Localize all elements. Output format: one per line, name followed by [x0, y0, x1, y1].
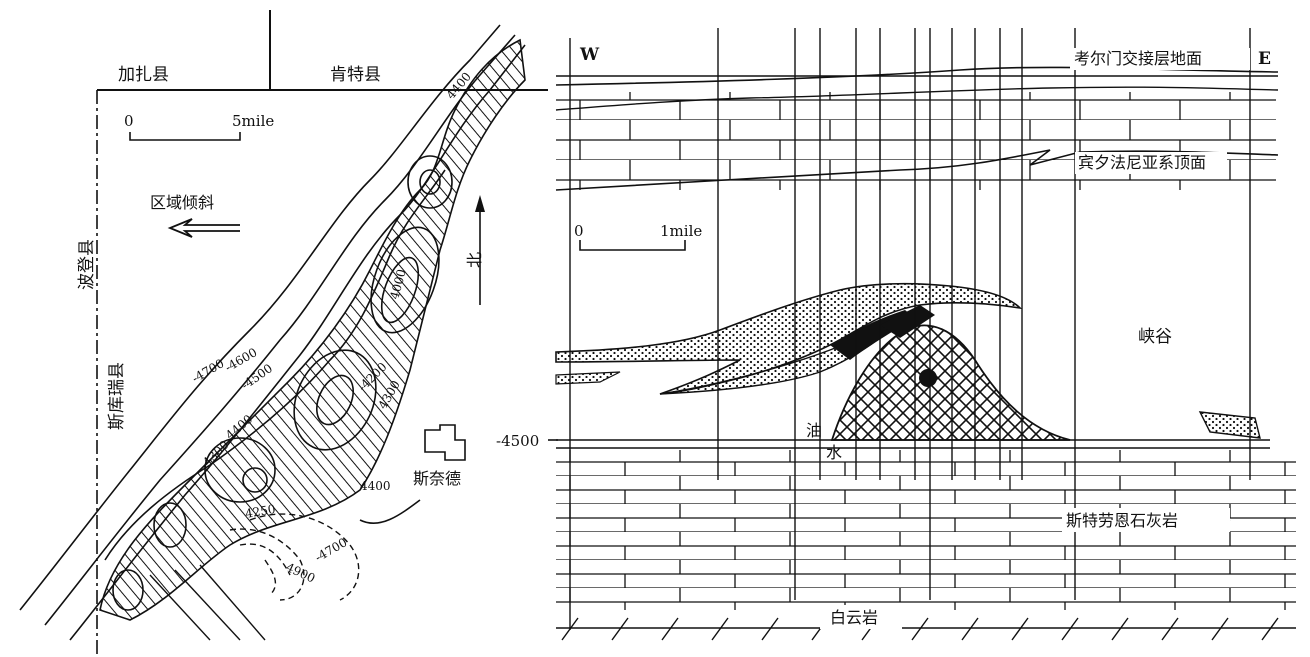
- strawn-label: 斯特劳恩石灰岩: [1066, 511, 1178, 530]
- closure-north-inner: [419, 169, 441, 195]
- contour-label: -4700: [190, 356, 227, 385]
- contour-label: -4700: [313, 535, 350, 564]
- oil-pod: [880, 305, 935, 338]
- closure-main-inner: [380, 256, 420, 324]
- closure-south-inner: [242, 467, 268, 493]
- closure-main: [370, 226, 440, 334]
- contour-inner: [104, 169, 446, 561]
- west-label: W: [579, 45, 600, 65]
- cross-section: W E 考尔门交接层地面 宾夕法尼亚系顶面 0 1mile 峡谷 -4500 油…: [496, 28, 1296, 641]
- closure-center: [293, 349, 377, 451]
- dolomite-label: 白云岩: [830, 608, 878, 627]
- contour-label: 4400: [360, 479, 391, 493]
- contour-label: 4900: [284, 560, 318, 586]
- hatched-structure: [99, 38, 526, 621]
- town-outline: [424, 424, 466, 461]
- closure-south: [204, 437, 276, 503]
- oil-label: 油: [806, 421, 822, 440]
- town-label: 斯奈德: [413, 469, 461, 488]
- depth-label: -4500: [496, 432, 539, 450]
- penn-top-surface: [555, 149, 1279, 191]
- well-lines: [569, 28, 1251, 630]
- contour-se: [359, 499, 421, 525]
- map-scale-max: 5mile: [232, 112, 274, 130]
- county-label-jiaza: 加扎县: [118, 65, 169, 85]
- reef-buildup: [830, 324, 1071, 441]
- county-label-kente: 肯特县: [330, 65, 381, 85]
- contour-outer-2: [44, 34, 516, 626]
- closure-north: [407, 155, 453, 209]
- oil-spot: [919, 369, 937, 387]
- county-label-sikurui: 斯库瑞县: [107, 362, 127, 430]
- penn-top-label: 宾夕法尼亚系顶面: [1078, 153, 1206, 172]
- top-surface-label: 考尔门交接层地面: [1074, 49, 1202, 68]
- section-scale-bar: [579, 240, 686, 251]
- canyon-label: 峡谷: [1138, 327, 1172, 347]
- east-label: E: [1258, 49, 1271, 69]
- upper-limestone: [556, 92, 1276, 190]
- closure-center-inner: [316, 374, 354, 426]
- county-label-bodeng: 波登县: [77, 239, 97, 290]
- contour-label: 4250: [244, 502, 277, 521]
- sand-wedge-west: [555, 371, 621, 385]
- north-label: 北: [465, 252, 484, 268]
- closure-sw2: [112, 569, 144, 611]
- section-scale-max: 1mile: [660, 222, 702, 240]
- sw-stream-lines: [149, 564, 266, 641]
- map-scale-zero: 0: [124, 112, 134, 130]
- regional-dip-arrow: [167, 218, 240, 238]
- dolomite-hatch: [561, 617, 1279, 641]
- dashed-low-contours: [229, 513, 360, 601]
- contour-map: 加扎县 肯特县 波登县 斯库瑞县 0 5mile 区域倾斜 北 斯奈德 4400…: [19, 10, 548, 657]
- map-scale-bar: [129, 132, 241, 141]
- section-scale-zero: 0: [574, 222, 584, 240]
- water-label: 水: [826, 443, 842, 462]
- regional-dip-label: 区域倾斜: [150, 193, 214, 212]
- north-arrow-head: [475, 195, 485, 212]
- sand-wedge-east: [1198, 411, 1261, 439]
- upper-wave: [555, 86, 1279, 111]
- closure-sw: [153, 502, 187, 548]
- contour-outer-1: [19, 24, 501, 611]
